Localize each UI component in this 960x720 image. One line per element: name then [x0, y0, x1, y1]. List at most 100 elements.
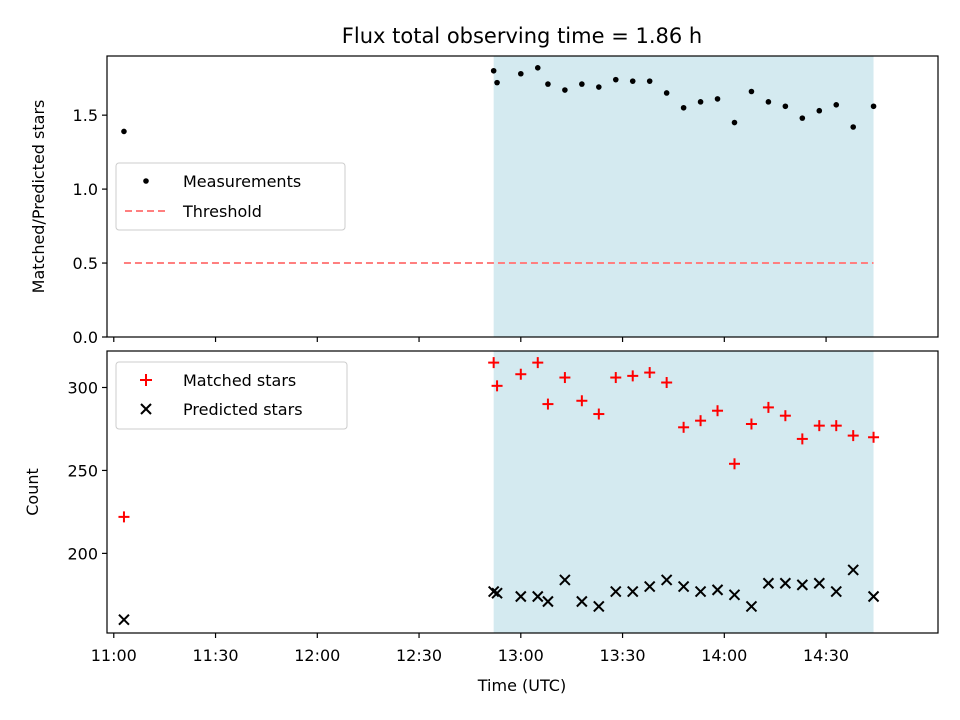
- predicted-stars-marker-b: [762, 577, 775, 589]
- legend-predicted-marker-b: [140, 403, 152, 415]
- y-tick-label: 200: [67, 544, 98, 563]
- measurement-point: [596, 84, 602, 90]
- measurement-point: [545, 81, 551, 87]
- legend-measurements-label: Measurements: [183, 172, 301, 191]
- axes-frame: [106, 350, 939, 634]
- legend-predicted-label: Predicted stars: [183, 400, 303, 419]
- predicted-stars-marker-b: [627, 585, 639, 598]
- predicted-stars-point: [762, 577, 775, 589]
- measurement-point: [833, 102, 840, 108]
- predicted-stars-point: [830, 585, 842, 598]
- legend-measurements-marker: [143, 178, 149, 184]
- y-tick-label: 250: [67, 461, 98, 480]
- x-tick-label: 11:30: [192, 646, 238, 665]
- matched-stars-point: [488, 357, 500, 369]
- predicted-stars-marker-b: [118, 614, 130, 626]
- measurement-point: [816, 107, 823, 114]
- measurement-point: [612, 76, 619, 83]
- predicted-stars-marker-b: [745, 600, 758, 613]
- matched-stars-point: [779, 410, 791, 422]
- predicted-stars-point: [627, 585, 639, 598]
- chart-title: Flux total observing time = 1.86 h: [342, 24, 702, 48]
- legend-matched-marker: [140, 374, 152, 386]
- y-axis-label: Count: [23, 468, 42, 516]
- predicted-stars-marker-b: [694, 585, 707, 598]
- legend-threshold-label: Threshold: [182, 202, 262, 221]
- predicted-stars-marker-b: [532, 590, 544, 603]
- predicted-stars-marker-b: [491, 587, 503, 599]
- predicted-stars-point: [745, 600, 758, 613]
- measurement-point: [799, 115, 806, 121]
- measurement-point: [697, 99, 704, 105]
- measurement-point: [534, 65, 541, 71]
- x-tick-label: 13:30: [600, 646, 646, 665]
- measurement-point: [680, 104, 687, 111]
- measurement-point: [562, 87, 568, 93]
- predicted-stars-point: [677, 580, 690, 593]
- predicted-stars-point: [643, 580, 656, 593]
- measurement-point: [765, 99, 772, 105]
- observing-interval-shade: [493, 351, 874, 633]
- predicted-stars-point: [576, 595, 588, 608]
- matched-stars-point: [695, 415, 707, 427]
- matched-stars-point: [796, 433, 808, 445]
- predicted-stars-point: [542, 595, 554, 608]
- legend-box: [115, 361, 348, 430]
- predicted-stars-point: [487, 585, 500, 598]
- predicted-stars-marker-b: [796, 579, 809, 591]
- x-tick-label: 12:00: [294, 646, 340, 665]
- predicted-stars-point: [711, 584, 724, 596]
- predicted-stars-marker-b: [677, 580, 690, 593]
- matched-stars-point: [847, 430, 859, 442]
- axes-frame: [106, 55, 939, 338]
- measurement-point: [850, 124, 857, 130]
- matched-stars-point: [542, 398, 554, 410]
- x-tick-label: 13:00: [498, 646, 544, 665]
- predicted-stars-point: [660, 574, 673, 586]
- predicted-stars-marker-b: [728, 589, 741, 601]
- predicted-stars-marker-b: [813, 577, 825, 589]
- measurement-point: [782, 103, 789, 110]
- measurement-point: [731, 119, 738, 126]
- matched-stars-point: [728, 458, 740, 470]
- matched-stars-point: [644, 367, 656, 379]
- x-tick-label: 14:30: [803, 646, 849, 665]
- measurement-point: [518, 70, 524, 77]
- predicted-stars-point: [610, 585, 622, 598]
- x-axis-label: Time (UTC): [477, 676, 566, 695]
- measurement-point: [870, 103, 877, 110]
- matched-stars-point: [491, 380, 503, 392]
- y-tick-label: 1.0: [73, 180, 98, 199]
- predicted-stars-point: [694, 585, 707, 598]
- predicted-stars-marker-b: [711, 584, 724, 596]
- matched-stars-point: [868, 431, 880, 443]
- matched-stars-point: [559, 372, 571, 384]
- predicted-stars-point: [847, 564, 859, 576]
- legend-predicted-marker: [140, 403, 152, 415]
- measurement-point: [490, 67, 497, 74]
- observing-interval-shade: [493, 56, 874, 337]
- predicted-stars-marker-b: [867, 590, 880, 603]
- matched-stars-point: [576, 395, 588, 407]
- matched-stars-point: [627, 370, 639, 382]
- y-tick-label: 1.5: [73, 106, 98, 125]
- measurement-point: [579, 81, 585, 87]
- predicted-stars-point: [813, 577, 825, 589]
- matched-stars-point: [661, 377, 673, 389]
- predicted-stars-point: [779, 577, 792, 589]
- predicted-stars-marker-b: [643, 580, 656, 593]
- predicted-stars-marker-b: [559, 574, 571, 586]
- matched-stars-point: [745, 418, 757, 430]
- measurement-point: [714, 96, 721, 102]
- predicted-stars-point: [796, 579, 809, 591]
- matched-stars-point: [678, 421, 690, 433]
- x-tick-label: 14:00: [701, 646, 747, 665]
- predicted-stars-marker-b: [660, 574, 673, 586]
- x-tick-label: 11:00: [91, 646, 137, 665]
- predicted-stars-point: [867, 590, 880, 603]
- predicted-stars-marker-b: [593, 600, 605, 613]
- predicted-stars-point: [593, 600, 605, 613]
- matched-stars-point: [593, 408, 605, 420]
- measurement-point: [748, 88, 755, 95]
